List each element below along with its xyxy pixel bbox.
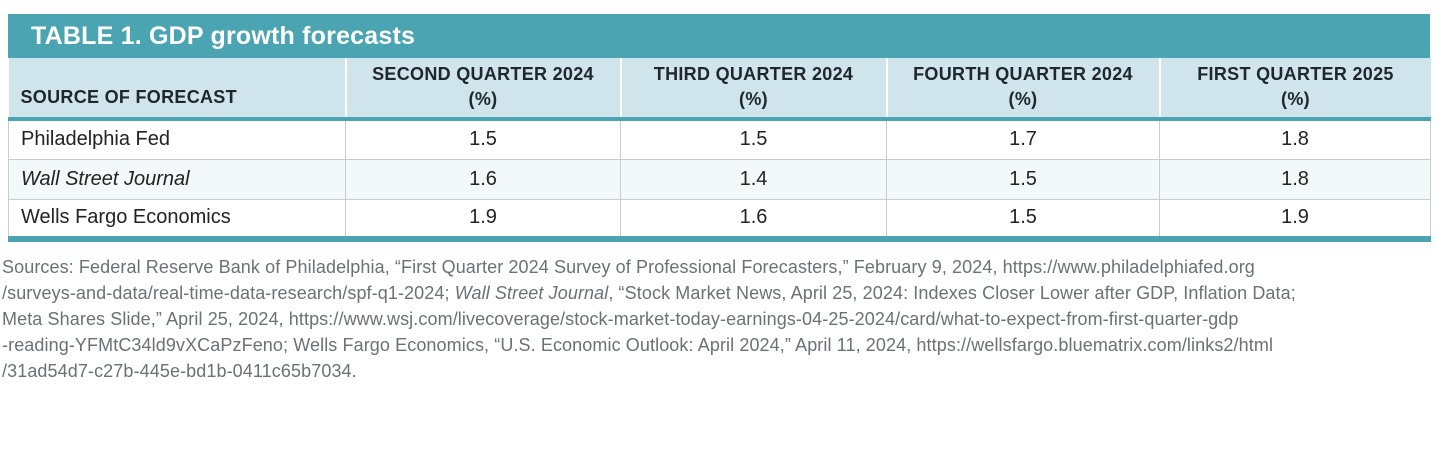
value-cell: 1.5 (886, 158, 1160, 199)
table-header: SOURCE OF FORECAST SECOND QUARTER 2024 (%)… (8, 58, 1431, 121)
sources-note: Sources: Federal Reserve Bank of Philade… (2, 254, 1436, 384)
column-header-label: FIRST QUARTER 2025 (1197, 64, 1394, 85)
source-cell: Wells Fargo Economics (8, 198, 346, 239)
column-header-unit: (%) (739, 88, 768, 109)
sources-text: , “Stock Market News, April 25, 2024: In… (608, 283, 1296, 303)
value-cell: 1.8 (1159, 119, 1431, 159)
column-header-quarter: THIRD QUARTER 2024 (%) (619, 58, 887, 121)
value-cell: 1.5 (620, 119, 887, 159)
column-header-unit: (%) (1281, 88, 1310, 109)
header-row: SOURCE OF FORECAST SECOND QUARTER 2024 (%)… (8, 58, 1431, 121)
sources-text: Sources: Federal Reserve Bank of Philade… (2, 257, 1255, 277)
sources-text: Meta Shares Slide,” April 25, 2024, http… (2, 309, 1239, 329)
value-cell: 1.5 (886, 198, 1160, 239)
value-cell: 1.9 (345, 198, 621, 239)
column-header-source: SOURCE OF FORECAST (8, 58, 346, 121)
column-header-quarter: FOURTH QUARTER 2024 (%) (885, 58, 1160, 121)
column-header-unit: (%) (468, 88, 498, 109)
table-row: Wells Fargo Economics 1.9 1.6 1.5 1.9 (8, 198, 1431, 239)
column-header-label: SECOND QUARTER 2024 (372, 64, 594, 85)
sources-text: /surveys-and-data/real-time-data-researc… (2, 283, 455, 303)
source-cell: Philadelphia Fed (8, 119, 346, 159)
column-header-label: THIRD QUARTER 2024 (653, 64, 854, 85)
table-row: Wall Street Journal 1.6 1.4 1.5 1.8 (8, 158, 1431, 199)
column-header-unit: (%) (1008, 88, 1038, 109)
table-title: TABLE 1. GDP growth forecasts (31, 21, 416, 50)
value-cell: 1.7 (886, 119, 1160, 159)
sources-text: /31ad54d7-c27b-445e-bd1b-0411c65b7034. (2, 361, 357, 381)
sources-italic-text: Wall Street Journal (454, 283, 609, 303)
value-cell: 1.4 (620, 158, 887, 199)
column-header-label: FOURTH QUARTER 2024 (913, 64, 1133, 85)
value-cell: 1.6 (620, 198, 887, 239)
value-cell: 1.8 (1159, 158, 1431, 199)
source-cell: Wall Street Journal (8, 158, 346, 199)
table-title-bar: TABLE 1. GDP growth forecasts (8, 14, 1430, 58)
gdp-forecast-table: TABLE 1. GDP growth forecasts SOURCE OF … (8, 14, 1431, 242)
value-cell: 1.5 (345, 119, 621, 159)
column-header-quarter: SECOND QUARTER 2024 (%) (344, 58, 621, 121)
value-cell: 1.6 (345, 158, 621, 199)
sources-text: -reading-YFMtC34ld9vXCaPzFeno; Wells Far… (2, 335, 1274, 355)
column-header-quarter: FIRST QUARTER 2025 (%) (1158, 58, 1431, 121)
table-body: Philadelphia Fed 1.5 1.5 1.7 1.8 Wall Street … (8, 119, 1431, 239)
table-row: Philadelphia Fed 1.5 1.5 1.7 1.8 (8, 119, 1431, 159)
forecast-table: SOURCE OF FORECAST SECOND QUARTER 2024 (%)… (8, 58, 1431, 242)
value-cell: 1.9 (1159, 198, 1431, 239)
